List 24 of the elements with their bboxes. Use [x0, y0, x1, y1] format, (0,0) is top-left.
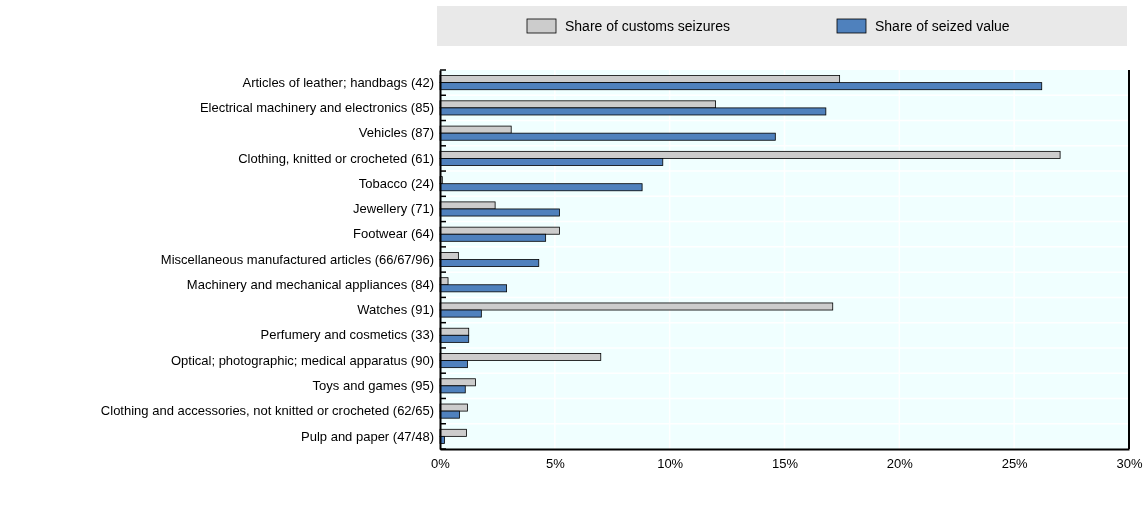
y-tick-label: Machinery and mechanical appliances (84) — [186, 276, 434, 292]
y-tick-label: Optical; photographic; medical apparatus (90) — [170, 352, 434, 368]
y-tick-label: Vehicles (87) — [358, 125, 434, 141]
y-tick-label: Watches (91) — [357, 302, 434, 318]
x-tick-label: 30% — [1116, 456, 1143, 472]
x-tick-label: 25% — [1001, 456, 1029, 472]
y-tick-label: Footwear (64) — [353, 226, 434, 242]
y-tick-label: Clothing, knitted or crocheted (61) — [238, 150, 434, 166]
x-tick-label: 10% — [657, 456, 684, 472]
legend-label: Share of seized value — [875, 18, 1010, 34]
legend-label: Share of customs seizures — [565, 18, 730, 34]
y-tick-label: Toys and games (95) — [312, 377, 434, 393]
x-tick-label: 0% — [431, 456, 451, 472]
x-tick-label: 5% — [545, 456, 566, 472]
y-tick-label: Clothing and accessories, not knitted or crocheted (62/65) — [100, 403, 434, 419]
x-tick-label: 20% — [886, 456, 914, 472]
x-tick-label: 15% — [771, 456, 799, 472]
y-tick-label: Perfumery and cosmetics (33) — [260, 327, 434, 343]
y-tick-label: Jewellery (71) — [353, 201, 434, 217]
y-tick-label: Articles of leather; handbags (42) — [242, 74, 434, 90]
y-tick-label: Miscellaneous manufactured articles (66/67/96) — [160, 251, 434, 267]
y-tick-label: Electrical machinery and electronics (85) — [199, 100, 434, 116]
y-tick-label: Pulp and paper (47/48) — [301, 428, 434, 444]
y-tick-label: Tobacco (24) — [358, 175, 434, 191]
